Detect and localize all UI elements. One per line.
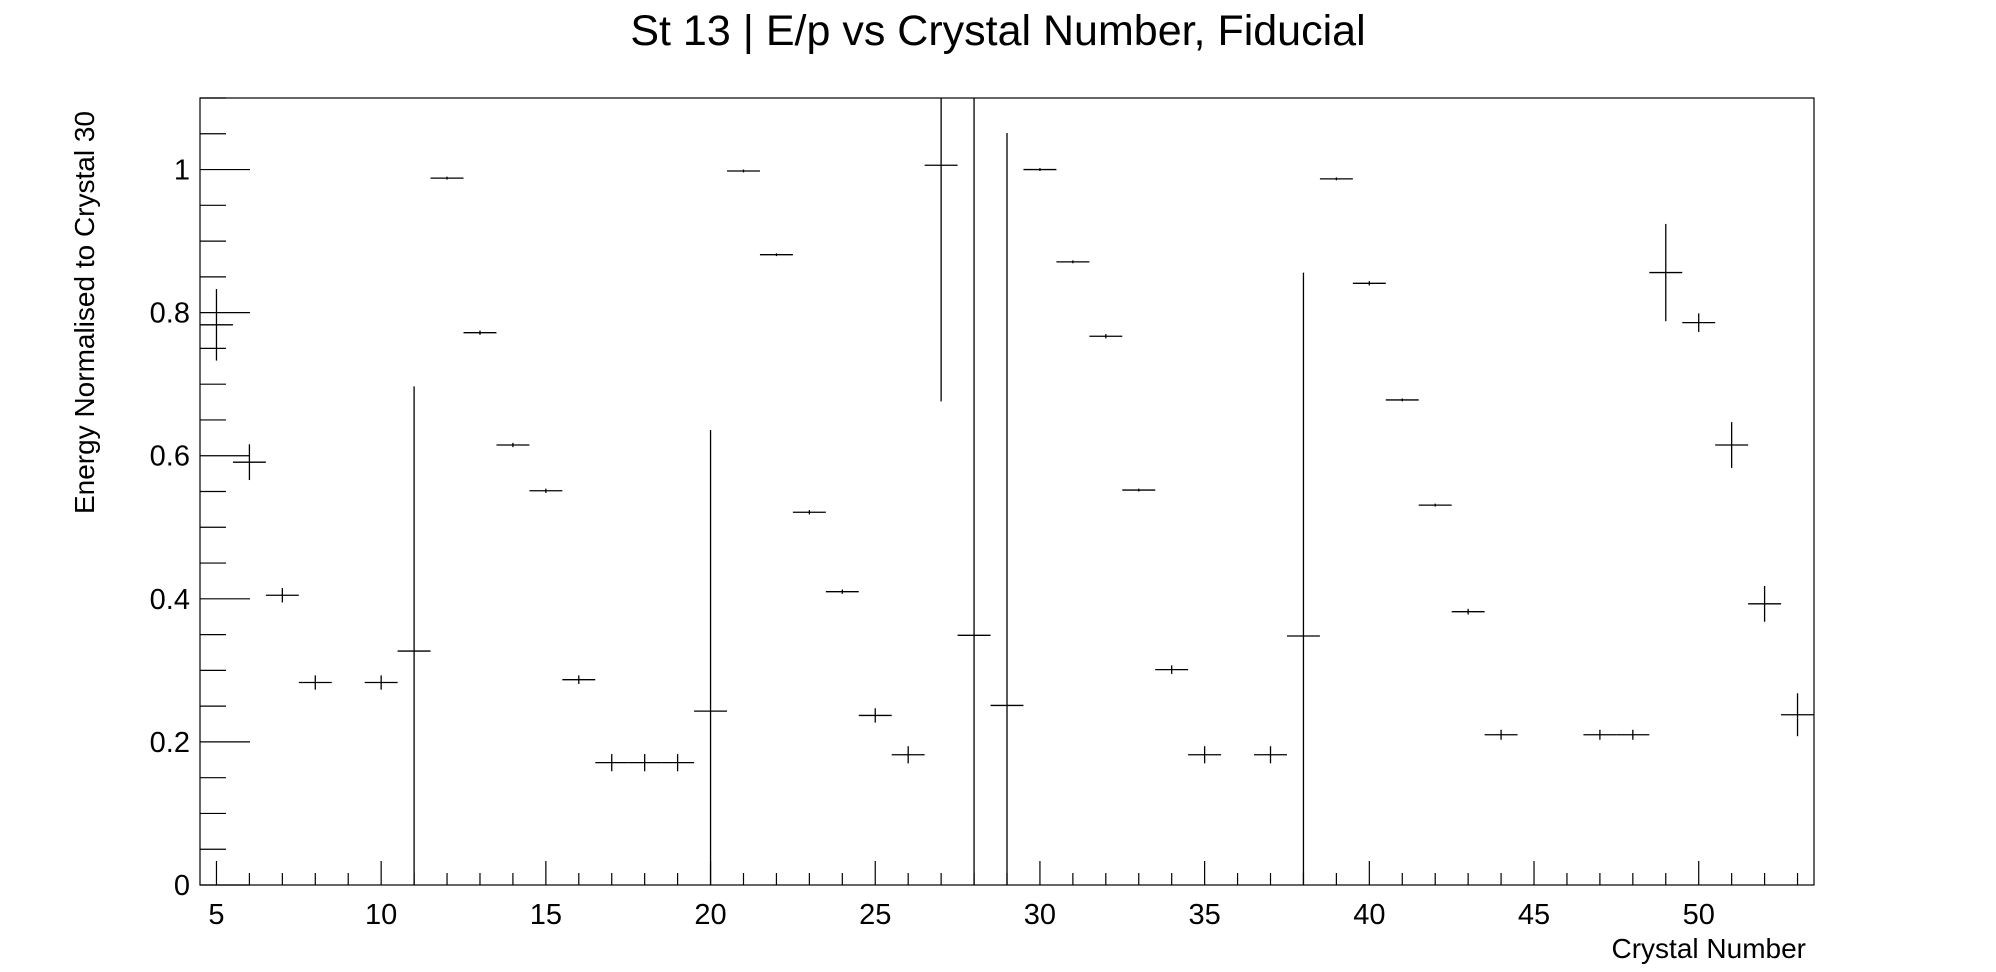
data-point xyxy=(1418,503,1452,507)
data-point xyxy=(792,510,826,515)
data-point xyxy=(1155,665,1189,674)
data-point xyxy=(529,488,563,493)
x-tick-label: 45 xyxy=(1518,899,1550,931)
data-point xyxy=(990,133,1024,885)
data-point xyxy=(1352,281,1386,286)
data-point xyxy=(298,675,332,690)
data-point xyxy=(1649,223,1683,322)
data-point xyxy=(694,429,728,885)
y-tick-label: 0 xyxy=(174,870,190,902)
data-point xyxy=(1583,729,1617,740)
y-tick-label: 0.6 xyxy=(150,441,190,473)
data-point xyxy=(759,253,793,257)
data-point xyxy=(1319,177,1353,181)
y-tick-label: 1 xyxy=(174,155,190,187)
data-point xyxy=(364,675,398,690)
x-tick-label: 20 xyxy=(694,899,726,931)
x-tick-label: 35 xyxy=(1188,899,1220,931)
x-tick-label: 40 xyxy=(1353,899,1385,931)
data-point xyxy=(1385,398,1419,402)
data-point xyxy=(1748,585,1782,622)
data-point xyxy=(265,588,299,603)
y-tick-label: 0.4 xyxy=(150,584,190,616)
data-points xyxy=(200,98,1814,885)
data-point xyxy=(1781,693,1814,737)
data-point xyxy=(1056,260,1090,264)
x-tick-label: 15 xyxy=(530,899,562,931)
y-axis-label: Energy Normalised to Crystal 30 xyxy=(69,111,100,514)
data-point xyxy=(628,754,662,772)
data-point xyxy=(957,98,991,885)
data-point xyxy=(661,754,695,772)
data-point xyxy=(924,98,958,402)
data-point xyxy=(727,169,760,173)
data-point xyxy=(1122,488,1156,492)
chart-title: St 13 | E/p vs Crystal Number, Fiducial xyxy=(630,7,1365,55)
data-point xyxy=(1484,729,1518,740)
data-point xyxy=(825,589,859,594)
data-point xyxy=(858,708,892,723)
x-tick-label: 10 xyxy=(365,899,397,931)
data-point xyxy=(1616,729,1650,740)
y-tick-label: 0.2 xyxy=(150,727,190,759)
data-point xyxy=(1254,746,1287,764)
data-point xyxy=(232,444,266,481)
data-point xyxy=(1089,334,1123,339)
data-point xyxy=(1286,272,1320,885)
data-point xyxy=(891,746,925,764)
data-point xyxy=(1023,168,1057,171)
data-point xyxy=(496,442,530,448)
data-point xyxy=(430,176,464,180)
data-point xyxy=(595,754,629,772)
x-tick-label: 50 xyxy=(1683,899,1715,931)
x-axis-label: Crystal Number xyxy=(1612,933,1806,964)
data-point xyxy=(397,386,431,885)
x-tick-label: 30 xyxy=(1024,899,1056,931)
x-tick-label: 5 xyxy=(208,899,224,931)
data-point xyxy=(562,675,596,684)
data-point xyxy=(1451,608,1485,615)
data-point xyxy=(1682,313,1716,332)
y-tick-label: 0.8 xyxy=(150,298,190,330)
data-point xyxy=(1715,422,1749,468)
data-point xyxy=(463,330,497,335)
y-axis: 0 0.2 0.4 0.6 0.8 1 xyxy=(150,97,250,902)
x-tick-label: 25 xyxy=(859,899,891,931)
data-point xyxy=(200,289,233,361)
x-axis: 5 10 15 20 25 30 35 40 45 50 xyxy=(208,861,1799,931)
data-point xyxy=(1188,746,1222,764)
